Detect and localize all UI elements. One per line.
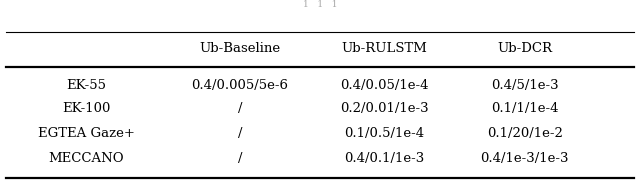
Text: EK-100: EK-100 bbox=[62, 102, 111, 115]
Text: 0.1/1/1e-4: 0.1/1/1e-4 bbox=[491, 102, 559, 115]
Text: 0.4/0.05/1e-4: 0.4/0.05/1e-4 bbox=[340, 79, 428, 92]
Text: MECCANO: MECCANO bbox=[49, 152, 124, 165]
Text: 0.4/1e-3/1e-3: 0.4/1e-3/1e-3 bbox=[481, 152, 569, 165]
Text: /: / bbox=[237, 102, 243, 115]
Text: Ub-DCR: Ub-DCR bbox=[497, 42, 552, 55]
Text: Ub-Baseline: Ub-Baseline bbox=[200, 42, 280, 55]
Text: 0.2/0.01/1e-3: 0.2/0.01/1e-3 bbox=[340, 102, 428, 115]
Text: 0.4/5/1e-3: 0.4/5/1e-3 bbox=[491, 79, 559, 92]
Text: EGTEA Gaze+: EGTEA Gaze+ bbox=[38, 127, 135, 140]
Text: 0.4/0.1/1e-3: 0.4/0.1/1e-3 bbox=[344, 152, 424, 165]
Text: 0.1/20/1e-2: 0.1/20/1e-2 bbox=[487, 127, 563, 140]
Text: /: / bbox=[237, 152, 243, 165]
Text: 0.1/0.5/1e-4: 0.1/0.5/1e-4 bbox=[344, 127, 424, 140]
Text: Ub-RULSTM: Ub-RULSTM bbox=[341, 42, 427, 55]
Text: 1   1   1: 1 1 1 bbox=[303, 0, 337, 9]
Text: EK-55: EK-55 bbox=[67, 79, 106, 92]
Text: /: / bbox=[237, 127, 243, 140]
Text: 0.4/0.005/5e-6: 0.4/0.005/5e-6 bbox=[191, 79, 289, 92]
